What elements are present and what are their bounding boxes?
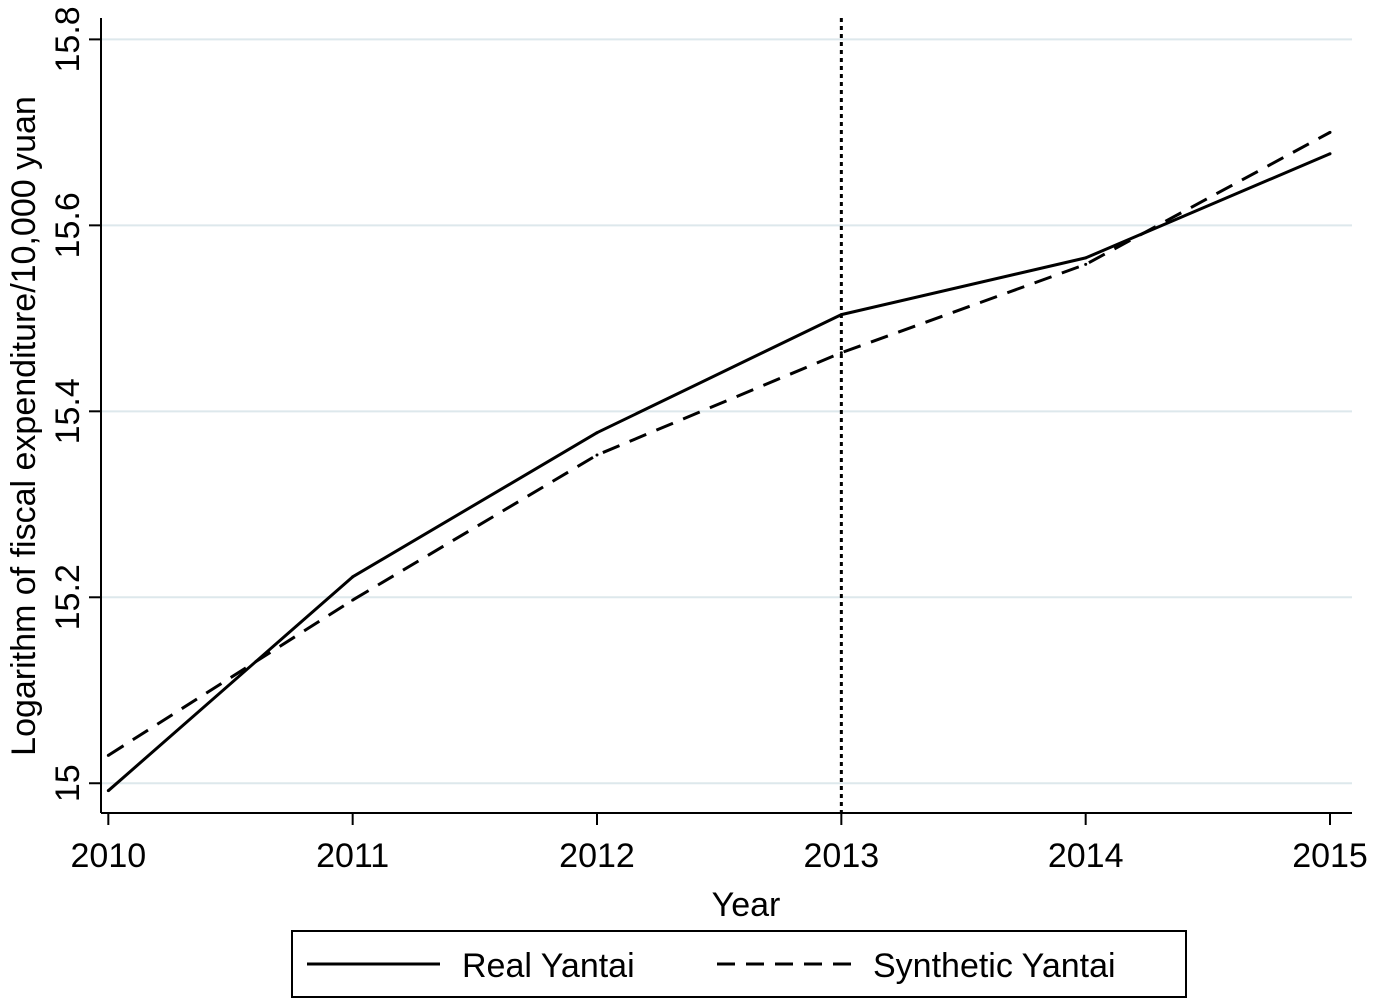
axes [100,18,1352,814]
series-lines [106,130,1332,793]
data-point-synthetic-yantai-2012 [595,453,599,457]
y-tick-label-3: 15.6 [49,192,87,258]
data-point-synthetic-yantai-2015 [1328,130,1332,134]
data-point-real-yantai-2012 [595,431,599,435]
y-tick-label-4: 15.8 [49,6,87,72]
data-point-synthetic-yantai-2010 [106,753,110,757]
x-tick-label-4: 2014 [1048,837,1124,875]
series-line-synthetic-yantai [107,131,1331,757]
x-tick-label-1: 2011 [316,837,389,875]
legend-box [291,930,1187,998]
x-tick-label-3: 2013 [804,837,880,875]
legend-label-real-yantai: Real Yantai [462,947,635,985]
data-point-synthetic-yantai-2013 [839,351,843,355]
x-tick-label-5: 2015 [1292,837,1368,875]
data-point-real-yantai-2014 [1084,256,1088,260]
data-point-real-yantai-2010 [106,789,110,793]
y-tick-label-2: 15.4 [49,378,87,444]
y-tick-label-1: 15.2 [49,564,87,630]
data-point-synthetic-yantai-2011 [351,598,355,602]
gridlines [101,38,1352,785]
x-tick-label-2: 2012 [559,837,635,875]
x-axis-title: Year [712,886,781,924]
legend-label-synthetic-yantai: Synthetic Yantai [873,947,1116,985]
y-axis-title: Logarithm of fiscal expenditure/10,000 y… [5,96,43,756]
x-tick-label-0: 2010 [71,837,147,875]
x-ticks: 2010 2011 2012 2013 2014 2015 [71,813,1368,875]
y-ticks: 15 15.2 15.4 15.6 15.8 [49,6,101,802]
data-point-real-yantai-2015 [1328,152,1332,156]
y-tick-label-0: 15 [49,764,87,802]
data-point-synthetic-yantai-2014 [1084,262,1088,266]
legend: Real Yantai Synthetic Yantai [291,930,1187,998]
series-line-real-yantai [107,152,1331,792]
data-point-real-yantai-2011 [351,575,355,579]
